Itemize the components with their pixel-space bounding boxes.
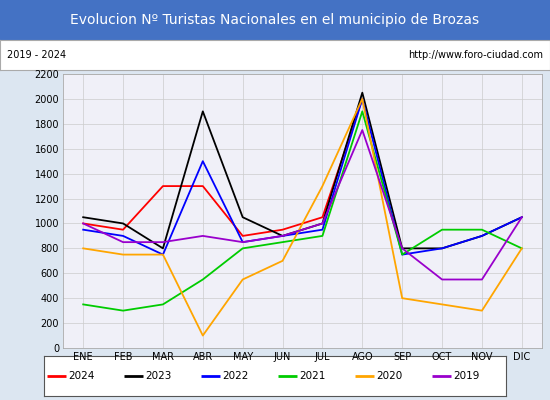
Text: Evolucion Nº Turistas Nacionales en el municipio de Brozas: Evolucion Nº Turistas Nacionales en el m… [70,13,480,27]
Text: 2022: 2022 [222,371,248,381]
Text: 2024: 2024 [68,371,94,381]
Text: 2019 - 2024: 2019 - 2024 [7,50,66,60]
Text: http://www.foro-ciudad.com: http://www.foro-ciudad.com [409,50,543,60]
Text: 2019: 2019 [453,371,479,381]
Text: 2023: 2023 [145,371,171,381]
Text: 2021: 2021 [299,371,325,381]
Text: 2020: 2020 [376,371,402,381]
